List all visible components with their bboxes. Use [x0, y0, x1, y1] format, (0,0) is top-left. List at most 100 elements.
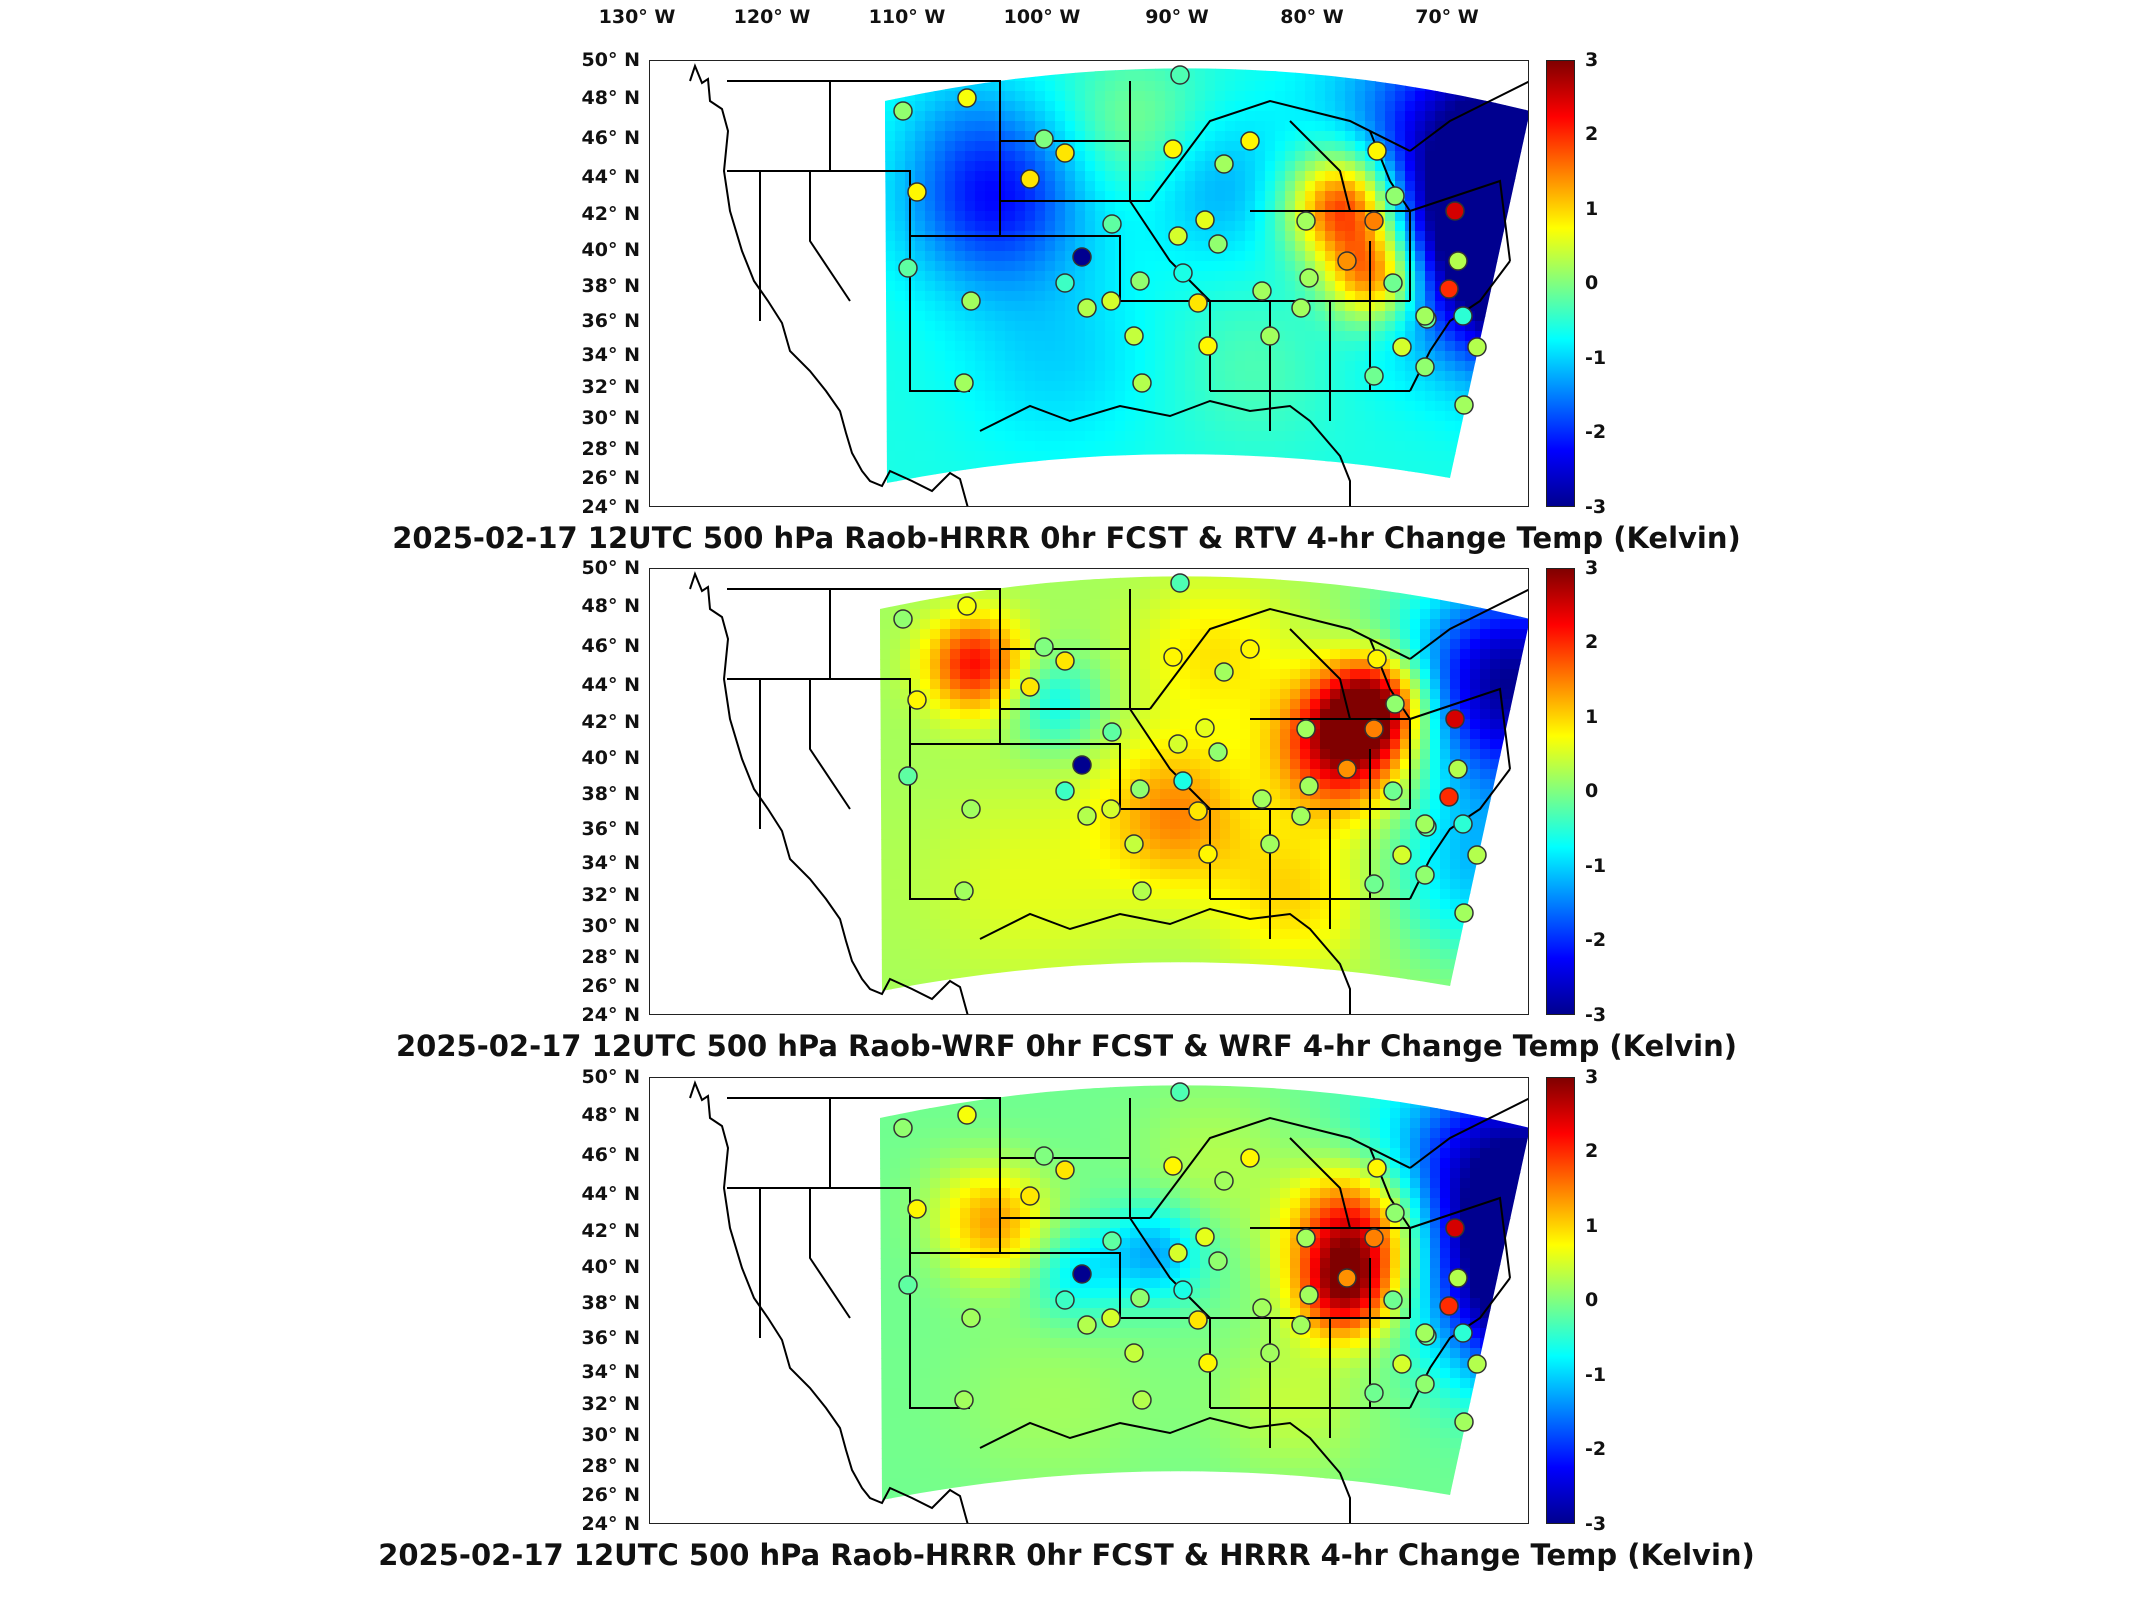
map-frame: [649, 568, 1529, 1015]
raob-station-marker: [1132, 373, 1152, 393]
lat-label: 34° N: [581, 1361, 640, 1383]
lon-label: 120° W: [733, 6, 811, 28]
lat-label: 50° N: [581, 557, 640, 579]
lat-label: 40° N: [581, 1256, 640, 1278]
lat-label: 46° N: [581, 1144, 640, 1166]
lat-label: 24° N: [581, 1513, 640, 1535]
raob-station-marker: [957, 1105, 977, 1125]
raob-station-marker: [1439, 1296, 1459, 1316]
lat-label: 44° N: [581, 1183, 640, 1205]
raob-station-marker: [1299, 1285, 1319, 1305]
colorbar-tick-label: 3: [1585, 49, 1599, 71]
lat-label: 38° N: [581, 783, 640, 805]
raob-station-marker: [907, 690, 927, 710]
raob-station-marker: [1296, 1228, 1316, 1248]
raob-station-marker: [1072, 247, 1092, 267]
raob-station-marker: [1299, 268, 1319, 288]
lat-label: 48° N: [581, 595, 640, 617]
raob-station-marker: [1448, 1268, 1468, 1288]
panel-caption: 2025-02-17 12UTC 500 hPa Raob-WRF 0hr FC…: [395, 1029, 1737, 1063]
raob-station-marker: [907, 182, 927, 202]
colorbar-tick-label: 2: [1585, 631, 1599, 653]
raob-station-marker: [1454, 903, 1474, 923]
raob-station-marker: [1337, 251, 1357, 271]
raob-station-marker: [1077, 806, 1097, 826]
raob-station-marker: [1072, 1264, 1092, 1284]
raob-station-marker: [1170, 65, 1190, 85]
raob-station-marker: [1364, 366, 1384, 386]
colorbar-tick-label: 2: [1585, 1140, 1599, 1162]
raob-station-marker: [907, 1199, 927, 1219]
raob-station-marker: [1291, 806, 1311, 826]
lat-label: 44° N: [581, 166, 640, 188]
raob-station-marker: [1337, 759, 1357, 779]
lat-label: 50° N: [581, 49, 640, 71]
raob-station-marker: [1130, 1288, 1150, 1308]
raob-station-marker: [1214, 662, 1234, 682]
raob-station-marker: [1445, 201, 1465, 221]
state-borders: [689, 571, 1528, 1014]
state-boundary: [910, 1252, 1121, 1318]
raob-station-marker: [1020, 169, 1040, 189]
colorbar-tick-label: 1: [1585, 198, 1599, 220]
panel-caption: 2025-02-17 12UTC 500 hPa Raob-HRRR 0hr F…: [392, 521, 1741, 555]
raob-station-marker: [1077, 1315, 1097, 1335]
lat-label: 46° N: [581, 127, 640, 149]
state-boundary: [830, 678, 911, 744]
raob-station-marker: [893, 609, 913, 629]
raob-station-marker: [1260, 326, 1280, 346]
state-boundary: [909, 744, 970, 900]
raob-station-marker: [1240, 1148, 1260, 1168]
raob-station-marker: [1448, 759, 1468, 779]
raob-station-marker: [1392, 337, 1412, 357]
state-boundary: [1289, 628, 1351, 720]
raob-station-marker: [1252, 789, 1272, 809]
raob-station-marker: [961, 799, 981, 819]
lat-label: 24° N: [581, 496, 640, 518]
raob-station-marker: [1260, 834, 1280, 854]
lat-label: 40° N: [581, 747, 640, 769]
raob-station-marker: [1163, 139, 1183, 159]
raob-station-marker: [1252, 281, 1272, 301]
lat-label: 32° N: [581, 884, 640, 906]
lat-label: 34° N: [581, 344, 640, 366]
raob-station-marker: [1385, 186, 1405, 206]
raob-station-marker: [1296, 719, 1316, 739]
raob-station-marker: [1124, 1343, 1144, 1363]
colorbar-tick-label: -3: [1585, 1513, 1607, 1535]
raob-station-marker: [1168, 1243, 1188, 1263]
state-boundary: [1409, 179, 1511, 262]
state-boundary: [1409, 588, 1528, 660]
colorbar: [1546, 60, 1575, 507]
field-raster: [885, 68, 1528, 483]
raob-station-marker: [1163, 1156, 1183, 1176]
lat-label: 42° N: [581, 203, 640, 225]
lon-label: 130° W: [598, 6, 676, 28]
raob-station-marker: [1055, 781, 1075, 801]
state-boundary: [1289, 1137, 1351, 1229]
raob-station-marker: [1415, 865, 1435, 885]
colorbar: [1546, 568, 1575, 1015]
raob-station-marker: [1214, 154, 1234, 174]
raob-station-marker: [1367, 1158, 1387, 1178]
raob-station-marker: [1132, 881, 1152, 901]
raob-station-marker: [954, 881, 974, 901]
raob-station-marker: [1055, 273, 1075, 293]
lon-label: 110° W: [868, 6, 946, 28]
lat-label: 26° N: [581, 1484, 640, 1506]
raob-station-marker: [1364, 719, 1384, 739]
raob-stations: [893, 573, 1487, 923]
raob-station-marker: [954, 1390, 974, 1410]
raob-station-marker: [1415, 1374, 1435, 1394]
lat-label: 24° N: [581, 1004, 640, 1026]
state-boundary: [1129, 81, 1211, 302]
raob-station-marker: [957, 596, 977, 616]
raob-station-marker: [1383, 1290, 1403, 1310]
raob-station-marker: [1077, 298, 1097, 318]
lat-label: 34° N: [581, 852, 640, 874]
raob-station-marker: [1101, 291, 1121, 311]
state-boundary: [909, 236, 970, 392]
raob-station-marker: [1415, 1323, 1435, 1343]
state-boundary: [1129, 1098, 1211, 1319]
raob-station-marker: [1055, 1160, 1075, 1180]
